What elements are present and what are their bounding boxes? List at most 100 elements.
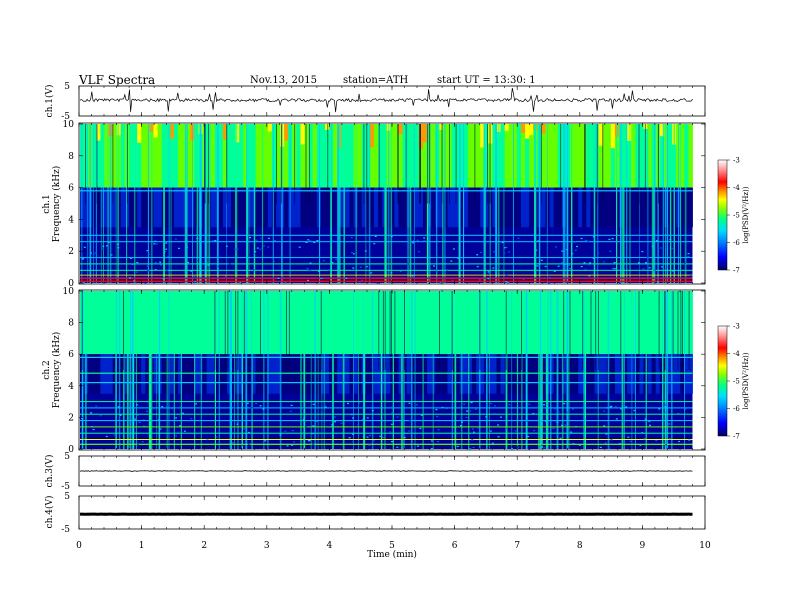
colorbar-tick-label: -6 — [733, 405, 740, 413]
spectrogram-cell — [281, 276, 284, 278]
sferic-line — [170, 124, 172, 283]
spectrogram-cell — [369, 187, 375, 228]
dark-line — [127, 124, 128, 204]
sferic-line — [263, 291, 265, 449]
spectrogram-cell — [516, 291, 522, 355]
spectrogram-cell — [320, 187, 326, 228]
spectrogram-cell — [479, 279, 481, 281]
spectrogram-cell — [167, 255, 170, 257]
spectrogram-cell — [88, 291, 93, 355]
spectrogram-cell — [508, 354, 514, 394]
spectrogram-cell — [658, 408, 661, 410]
dark-line — [389, 291, 391, 370]
spectrogram-cell — [386, 291, 391, 355]
spectrogram-cell — [455, 187, 461, 228]
spectrogram-cell — [107, 241, 110, 243]
spectrogram-cell — [365, 266, 368, 268]
dark-line — [455, 124, 457, 204]
spectrogram-cell — [145, 354, 150, 394]
spectrogram-cell — [296, 354, 301, 394]
spectrogram-cell — [553, 291, 559, 355]
spectrogram-cell — [222, 124, 228, 188]
spectrogram-cell — [174, 238, 177, 240]
spectrogram-cell — [500, 416, 502, 418]
spectrogram-cell — [259, 248, 262, 250]
spectrogram-cell — [627, 291, 632, 355]
spectrogram-cell — [259, 291, 265, 355]
spectrogram-cell — [627, 187, 632, 228]
spectrogram-cell — [235, 124, 240, 188]
spectrogram-cell — [153, 124, 158, 188]
sferic-line — [390, 124, 393, 283]
spectrogram-cell — [146, 250, 149, 252]
spectrogram-cell — [194, 124, 199, 188]
spectrogram-cell — [688, 439, 691, 441]
spectrogram-cell — [606, 187, 612, 228]
sferic-line — [444, 124, 446, 283]
spectrogram-cell — [161, 354, 167, 394]
spectrogram-cell — [590, 354, 595, 394]
ch1-spectrogram-ylabel-top: ch.1 — [42, 194, 52, 213]
spectrogram-cell — [251, 124, 256, 188]
spectrogram-cell — [576, 245, 578, 248]
spectrogram-cell — [403, 437, 406, 439]
spectrogram-cell — [304, 354, 310, 394]
spectrogram-cell — [605, 407, 608, 409]
spectrogram-cell — [435, 270, 438, 272]
spectrogram-cell — [292, 291, 297, 355]
spectrogram-cell — [561, 424, 563, 426]
spectrogram-cell — [590, 124, 595, 188]
spectrogram-cell — [635, 187, 640, 228]
spectrogram-cell — [82, 258, 85, 260]
sferic-line — [651, 124, 654, 283]
spectrogram-cell — [641, 251, 644, 253]
spectrogram-cell — [357, 187, 363, 228]
spectrogram-cell — [430, 448, 433, 450]
spectrogram-cell — [110, 254, 113, 256]
spectrogram-cell — [374, 187, 379, 228]
spectrogram-cell — [374, 291, 379, 355]
spectrogram-cell — [528, 448, 531, 450]
tone-band — [80, 420, 693, 422]
ch2-colorbar-label: log(PSD(V²/Hz)) — [742, 352, 750, 409]
tone-band — [80, 382, 693, 384]
spectrogram-cell — [165, 124, 171, 188]
spectrogram-cell — [408, 430, 411, 432]
sferic-line — [535, 124, 537, 283]
sferic-line — [156, 291, 157, 449]
spectrogram-cell — [190, 291, 195, 355]
spectrogram-cell — [276, 291, 281, 355]
ch1-colorbar-label: log(PSD(V²/Hz)) — [742, 186, 750, 243]
ch2-spectrogram-ylabel: Frequency (kHz) — [51, 332, 62, 409]
spectrogram-cell — [264, 440, 267, 442]
sferic-line — [459, 124, 461, 283]
spectrogram-cell — [218, 291, 224, 355]
spectrogram-cell — [120, 124, 126, 188]
spectrogram-cell — [588, 275, 591, 277]
spectrogram-cell — [408, 241, 411, 243]
sferic-line — [321, 291, 323, 449]
spectrogram-cell — [185, 246, 188, 248]
spectrogram-cell — [646, 257, 649, 259]
spectrogram-cell — [500, 291, 506, 355]
spectrogram-cell — [568, 433, 571, 435]
spectrogram-cell — [251, 354, 256, 394]
spectrogram-cell — [419, 427, 422, 430]
spectrogram-cell — [553, 124, 559, 188]
sferic-line — [516, 291, 519, 449]
spectrogram-cell — [508, 291, 514, 355]
spectrogram-cell — [92, 187, 97, 228]
sferic-line — [314, 291, 317, 449]
spectrogram-cell — [466, 410, 468, 412]
spectrogram-cell — [408, 402, 411, 404]
spectrogram-cell — [147, 270, 150, 272]
spectrogram-cell — [603, 425, 606, 427]
spectrogram-cell — [178, 247, 180, 249]
ch3-waveform-line — [79, 470, 693, 472]
y-tick-label: 5 — [64, 452, 70, 462]
spectrogram-cell — [165, 242, 168, 244]
spectrogram-cell — [218, 354, 224, 394]
spectrogram-cell — [472, 187, 477, 228]
sferic-line — [272, 124, 274, 283]
sferic-line — [173, 291, 175, 449]
